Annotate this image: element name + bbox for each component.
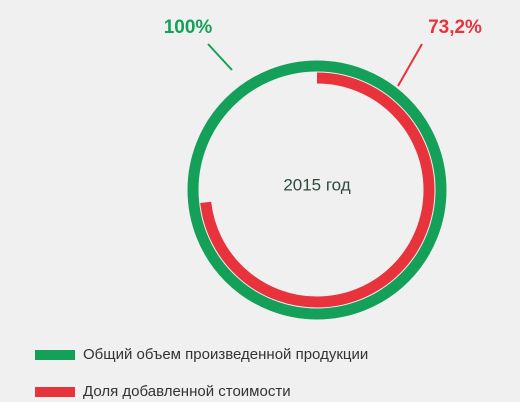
value-label: 73,2% [428,17,482,38]
legend-label: Общий объем произведенной продукции [83,346,368,363]
legend-swatch [35,387,75,397]
value-label: 100% [164,17,213,38]
legend-label: Доля добавленной стоимости [83,383,291,400]
ring-arc [187,60,447,320]
ring-arc [199,72,435,308]
center-label: 2015 год [283,175,350,194]
leader-line [397,43,423,87]
leader-line [207,43,233,71]
legend-swatch [35,350,75,360]
